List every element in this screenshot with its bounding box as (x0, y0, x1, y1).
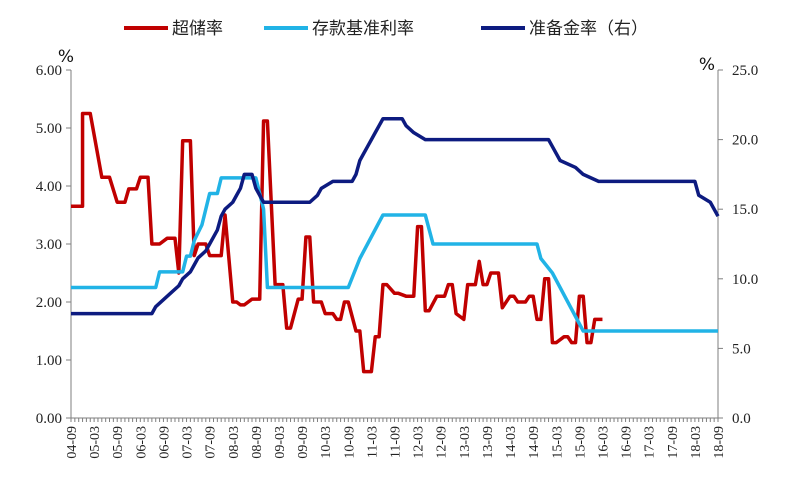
axes: 0.00 1.00 2.00 3.00 4.00 5.00 6.00 0.0 5.0 10.0 15… (36, 63, 759, 459)
x-tick-label: 12-03 (412, 426, 427, 459)
x-tick-label: 06-03 (134, 426, 149, 459)
right-tick-label: 0.0 (732, 411, 751, 427)
x-tick-label: 18-09 (712, 426, 727, 459)
legend-label-3: 准备金率（右） (529, 19, 648, 39)
x-tick-label: 07-03 (181, 426, 196, 459)
left-unit-label: % (58, 47, 74, 67)
x-tick-label: 10-09 (342, 426, 357, 459)
x-tick-label: 17-09 (666, 426, 681, 459)
left-tick-label: 2.00 (36, 295, 62, 311)
x-tick-label: 07-09 (204, 426, 219, 459)
series-line-1 (71, 111, 603, 374)
x-tick-label: 11-03 (365, 426, 380, 458)
x-tick-label: 15-09 (573, 426, 588, 459)
x-tick-label: 18-03 (689, 426, 704, 459)
legend-label-1: 超储率 (172, 19, 223, 39)
right-tick-label: 5.0 (732, 341, 751, 357)
x-tick-label: 08-09 (250, 426, 265, 459)
x-tick-label: 16-03 (596, 426, 611, 459)
right-tick-label: 25.0 (732, 63, 758, 79)
x-tick-label: 13-03 (458, 426, 473, 459)
left-tick-label: 5.00 (36, 121, 62, 137)
x-tick-label: 05-09 (111, 426, 126, 459)
right-tick-label: 20.0 (732, 133, 758, 149)
x-tick-label: 15-03 (550, 426, 565, 459)
legend: 超储率 存款基准利率 准备金率（右） (124, 19, 648, 39)
x-tick-label: 12-09 (435, 426, 450, 459)
x-tick-label: 16-09 (620, 426, 635, 459)
x-tick-label: 09-03 (273, 426, 288, 459)
x-tick-label: 09-09 (296, 426, 311, 459)
x-tick-label: 13-09 (481, 426, 496, 459)
x-tick-label: 06-09 (157, 426, 172, 459)
x-tick-label: 08-03 (227, 426, 242, 459)
x-tick-label: 14-03 (504, 426, 519, 459)
x-tick-label: 05-03 (88, 426, 103, 459)
left-tick-label: 0.00 (36, 411, 62, 427)
x-tick-label: 14-09 (527, 426, 542, 459)
left-tick-label: 6.00 (36, 63, 62, 79)
series-line-3 (71, 116, 720, 316)
x-tick-label: 17-03 (643, 426, 658, 459)
x-tick-label: 10-03 (319, 426, 334, 459)
left-tick-label: 3.00 (36, 237, 62, 253)
legend-label-2: 存款基准利率 (312, 19, 414, 39)
x-tick-label: 04-09 (65, 426, 80, 459)
series-line-2 (71, 176, 718, 333)
x-tick-label: 11-09 (389, 426, 404, 458)
series-group (71, 111, 720, 374)
right-tick-label: 10.0 (732, 272, 758, 288)
left-tick-label: 4.00 (36, 179, 62, 195)
left-tick-label: 1.00 (36, 353, 62, 369)
right-unit-label: % (699, 55, 715, 75)
right-tick-label: 15.0 (732, 202, 758, 218)
